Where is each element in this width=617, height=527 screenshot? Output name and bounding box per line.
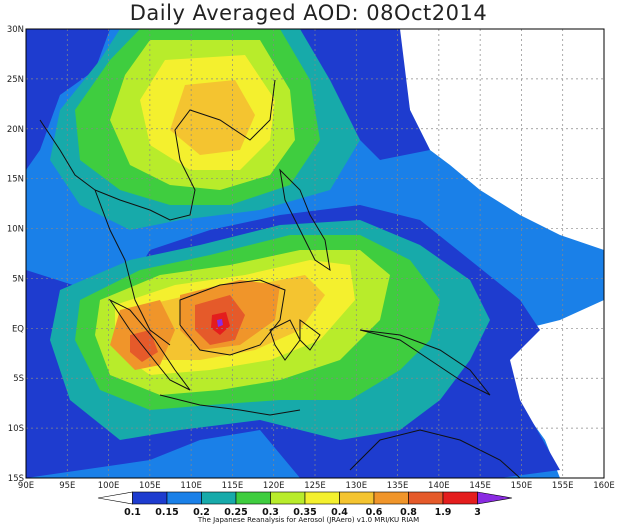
colorbar-swatch bbox=[201, 491, 237, 505]
lon-label: 105E bbox=[139, 481, 161, 491]
colorbar-label: 3 bbox=[474, 507, 481, 518]
lon-label: 95E bbox=[59, 481, 75, 491]
lon-label: 150E bbox=[511, 481, 533, 491]
lat-label: EQ bbox=[12, 324, 24, 334]
lon-label: 125E bbox=[304, 481, 326, 491]
plot-frame bbox=[25, 28, 605, 479]
lon-label: 120E bbox=[263, 481, 285, 491]
colorbar-swatch bbox=[270, 491, 306, 505]
colorbar-swatch bbox=[408, 491, 444, 505]
colorbar-swatch bbox=[373, 491, 409, 505]
colorbar: 0.1 0.15 0.2 0.25 0.3 0.35 0.4 0.6 0.8 1.9 3 bbox=[97, 491, 513, 518]
colorbar-label: 1.9 bbox=[435, 507, 452, 518]
colorbar-label: 0.3 bbox=[262, 507, 279, 518]
coastlines bbox=[39, 79, 521, 478]
lat-label: 10S bbox=[8, 424, 24, 434]
colorbar-label: 0.4 bbox=[331, 507, 348, 518]
aod-peak bbox=[217, 319, 223, 327]
longitude-labels: 90E 95E 100E 105E 110E 115E 120E 125E 130E 135E 14… bbox=[18, 481, 615, 491]
lon-label: 100E bbox=[98, 481, 120, 491]
colorbar-label: 0.6 bbox=[366, 507, 383, 518]
lon-label: 160E bbox=[593, 481, 615, 491]
lat-label: 20N bbox=[7, 125, 24, 135]
colorbar-label: 0.1 bbox=[124, 507, 141, 518]
colorbar-swatch bbox=[442, 491, 478, 505]
aod-low-region-east bbox=[400, 29, 604, 478]
colorbar-swatch bbox=[477, 491, 513, 505]
colorbar-swatch bbox=[97, 491, 133, 505]
lon-label: 155E bbox=[552, 481, 574, 491]
latitude-labels: 30N 25N 20N 15N 10N 5N EQ 5S 10S 15S bbox=[7, 25, 24, 484]
lat-label: 25N bbox=[7, 75, 24, 85]
colorbar-label: 0.15 bbox=[155, 507, 178, 518]
lat-label: 5S bbox=[13, 374, 24, 384]
colorbar-swatch bbox=[166, 491, 202, 505]
colorbar-label: 0.2 bbox=[193, 507, 210, 518]
colorbar-swatch bbox=[304, 491, 340, 505]
lon-label: 140E bbox=[428, 481, 450, 491]
lat-label: 5N bbox=[12, 274, 24, 284]
colorbar-swatch bbox=[339, 491, 375, 505]
lat-label: 15N bbox=[7, 175, 24, 185]
lat-label: 15S bbox=[8, 474, 24, 484]
aod-band-8 bbox=[130, 295, 245, 362]
colorbar-label: 0.8 bbox=[400, 507, 417, 518]
credit-text: The Japanese Reanalysis for Aerosol (JRA… bbox=[197, 516, 420, 524]
lat-label: 10N bbox=[7, 225, 24, 235]
colorbar-swatch bbox=[235, 491, 271, 505]
lon-label: 90E bbox=[18, 481, 34, 491]
lon-label: 130E bbox=[345, 481, 367, 491]
lon-label: 145E bbox=[469, 481, 491, 491]
lat-label: 30N bbox=[7, 25, 24, 35]
lon-label: 115E bbox=[222, 481, 244, 491]
map-title: Daily Averaged AOD: 08Oct2014 bbox=[129, 1, 488, 25]
map-grid bbox=[26, 29, 604, 478]
colorbar-swatch bbox=[132, 491, 168, 505]
colorbar-label: 0.25 bbox=[224, 507, 247, 518]
lon-label: 110E bbox=[180, 481, 202, 491]
lon-label: 135E bbox=[387, 481, 409, 491]
colorbar-label: 0.35 bbox=[293, 507, 316, 518]
